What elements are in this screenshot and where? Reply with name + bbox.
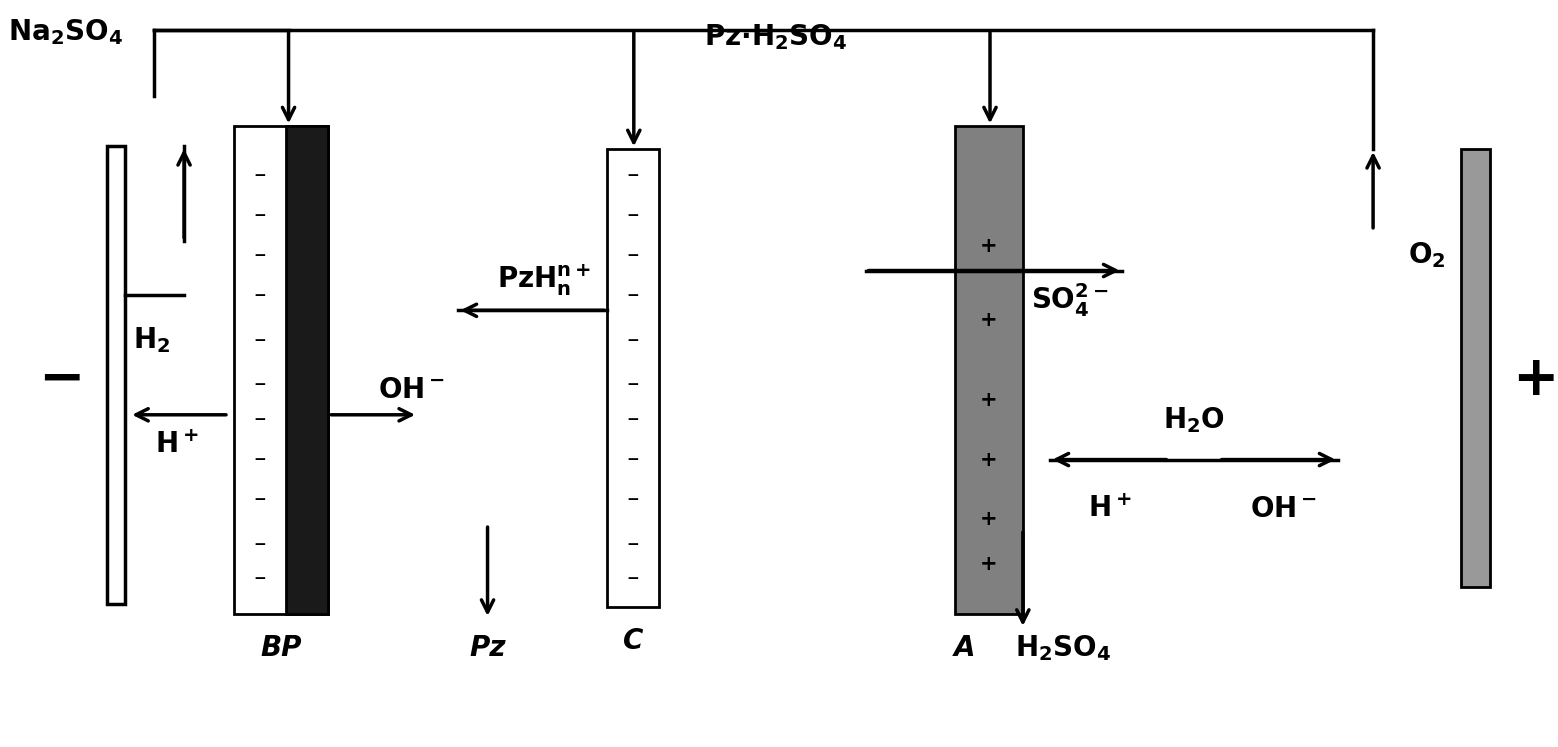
Text: −: − [254, 412, 266, 427]
Text: −: − [254, 248, 266, 263]
Text: −: − [626, 536, 639, 551]
Text: −: − [254, 452, 266, 467]
Text: $\mathbf{Pz{\cdot}H_2SO_4}$: $\mathbf{Pz{\cdot}H_2SO_4}$ [704, 22, 848, 52]
Bar [108, 146, 125, 604]
Text: −: − [254, 332, 266, 347]
Text: $\mathbf{H_2}$: $\mathbf{H_2}$ [132, 325, 170, 355]
Text: +: + [1511, 353, 1558, 407]
Text: $\mathbf{OH^-}$: $\mathbf{OH^-}$ [379, 376, 446, 404]
Text: Pz: Pz [469, 633, 506, 662]
Bar [234, 126, 329, 614]
Text: +: + [980, 509, 997, 530]
Bar [1461, 149, 1491, 587]
Bar [955, 126, 1024, 614]
Text: −: − [39, 353, 86, 407]
Text: −: − [254, 208, 266, 223]
Bar [285, 126, 329, 614]
Text: −: − [254, 492, 266, 507]
Text: $\mathbf{OH^-}$: $\mathbf{OH^-}$ [1250, 495, 1317, 524]
Text: $\mathbf{SO_4^{2-}}$: $\mathbf{SO_4^{2-}}$ [1031, 282, 1108, 319]
Text: $\mathbf{H^+}$: $\mathbf{H^+}$ [156, 430, 199, 459]
Text: −: − [254, 377, 266, 392]
Text: −: − [626, 169, 639, 184]
Text: −: − [254, 571, 266, 586]
Text: $\mathbf{O_2}$: $\mathbf{O_2}$ [1408, 241, 1446, 270]
Text: $\mathbf{PzH_n^{n+}}$: $\mathbf{PzH_n^{n+}}$ [497, 262, 592, 298]
Text: −: − [254, 288, 266, 303]
Text: −: − [626, 492, 639, 507]
Text: +: + [980, 310, 997, 330]
Text: −: − [626, 208, 639, 223]
Text: $\mathbf{Na_2SO_4}$: $\mathbf{Na_2SO_4}$ [8, 16, 123, 46]
Text: −: − [626, 288, 639, 303]
Text: BP: BP [260, 633, 302, 662]
Text: −: − [626, 452, 639, 467]
Text: +: + [980, 450, 997, 470]
Text: C: C [623, 627, 643, 654]
Bar [608, 149, 659, 607]
Text: −: − [626, 332, 639, 347]
Text: +: + [980, 554, 997, 574]
Text: +: + [980, 235, 997, 255]
Text: −: − [626, 412, 639, 427]
Text: −: − [626, 377, 639, 392]
Text: −: − [254, 536, 266, 551]
Text: +: + [980, 390, 997, 410]
Text: −: − [626, 571, 639, 586]
Text: −: − [626, 248, 639, 263]
Text: −: − [254, 169, 266, 184]
Text: $\mathbf{H^+}$: $\mathbf{H^+}$ [1087, 495, 1131, 524]
Text: $\mathbf{H_2SO_4}$: $\mathbf{H_2SO_4}$ [1016, 633, 1112, 663]
Text: $\mathbf{H_2O}$: $\mathbf{H_2O}$ [1162, 405, 1225, 435]
Text: A: A [953, 633, 975, 662]
